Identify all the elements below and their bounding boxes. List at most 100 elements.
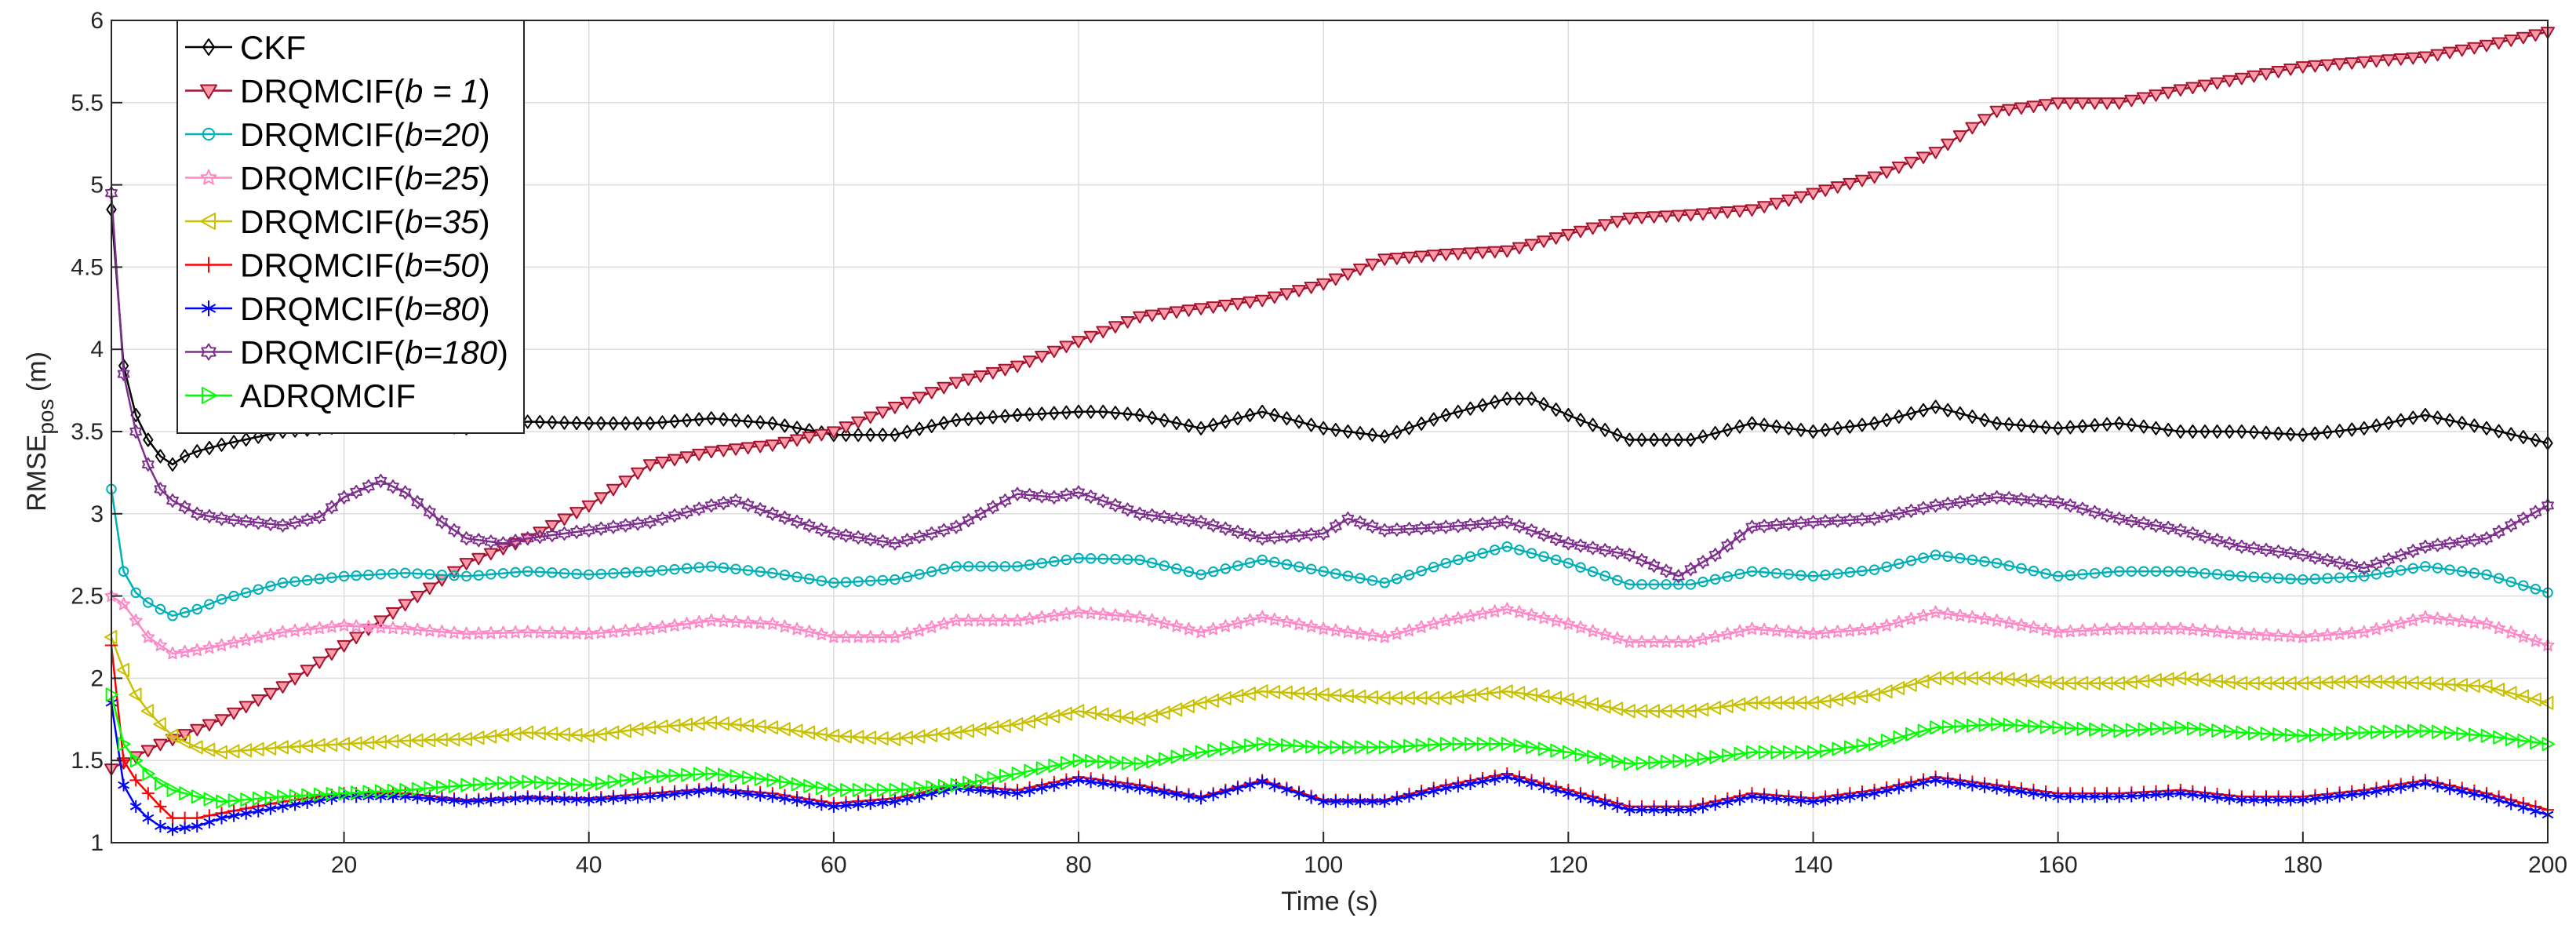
data-point xyxy=(1072,336,1086,348)
data-point xyxy=(2272,573,2284,584)
data-point xyxy=(1365,258,1380,271)
data-point xyxy=(767,416,778,431)
data-point xyxy=(253,584,264,595)
data-point xyxy=(1157,705,1170,720)
data-point xyxy=(1795,745,1808,760)
data-point xyxy=(950,519,962,534)
data-point xyxy=(240,807,253,820)
data-point xyxy=(2321,552,2334,567)
data-point xyxy=(2309,727,2323,742)
data-point xyxy=(2334,424,2345,439)
data-point xyxy=(142,767,155,781)
data-point xyxy=(2345,558,2359,573)
data-point xyxy=(1183,789,1195,803)
data-point xyxy=(2247,676,2260,690)
data-point xyxy=(1610,701,1624,716)
data-point xyxy=(1293,738,1306,753)
data-point xyxy=(2015,785,2028,798)
data-point xyxy=(373,734,387,749)
data-point xyxy=(1158,752,1172,767)
data-point xyxy=(154,482,167,497)
data-point xyxy=(1526,548,1537,559)
data-point xyxy=(2443,536,2457,551)
data-point xyxy=(473,570,484,581)
data-point xyxy=(852,798,864,811)
data-point xyxy=(1464,518,1477,533)
data-point xyxy=(533,530,547,545)
data-point xyxy=(875,731,889,746)
data-point xyxy=(166,647,180,660)
data-point xyxy=(864,532,877,547)
data-point xyxy=(2420,408,2431,422)
series-drqmcif-b-80 xyxy=(105,696,2554,836)
data-point xyxy=(1759,417,1770,432)
data-point xyxy=(1806,515,1820,530)
data-point xyxy=(337,639,351,653)
data-point xyxy=(1820,422,1831,437)
data-point xyxy=(814,727,828,741)
data-point xyxy=(755,566,766,577)
data-point xyxy=(399,790,412,803)
data-point xyxy=(1966,494,1979,508)
data-point xyxy=(2320,675,2334,690)
y-tick-label: 6 xyxy=(90,8,104,34)
data-point xyxy=(2125,514,2138,528)
data-point xyxy=(864,797,877,811)
data-point xyxy=(2124,621,2138,635)
data-point xyxy=(153,738,168,752)
data-point xyxy=(1414,690,1428,705)
data-point xyxy=(2222,675,2236,690)
data-point xyxy=(1487,246,1502,259)
data-point xyxy=(2039,675,2052,690)
data-point xyxy=(214,714,229,727)
data-point xyxy=(1133,506,1146,521)
data-point xyxy=(962,561,974,572)
data-point xyxy=(1928,671,1941,686)
data-point xyxy=(2039,720,2054,734)
data-point xyxy=(1122,554,1133,565)
data-point xyxy=(1244,408,1256,422)
data-point xyxy=(1930,774,1942,787)
x-tick-label: 100 xyxy=(1304,852,1343,878)
data-point xyxy=(2088,505,2101,519)
data-point xyxy=(900,626,915,640)
data-point xyxy=(889,782,902,797)
data-point xyxy=(1586,624,1600,637)
data-point xyxy=(1586,541,1599,556)
data-point xyxy=(645,416,656,431)
data-point xyxy=(1831,513,1844,528)
data-point xyxy=(839,528,853,543)
data-point xyxy=(1072,774,1085,787)
data-point xyxy=(2528,29,2543,42)
data-point xyxy=(2358,561,2370,575)
data-point xyxy=(2480,531,2493,546)
data-point xyxy=(2283,676,2297,690)
data-point xyxy=(2406,52,2421,65)
data-point xyxy=(483,548,498,561)
data-point xyxy=(1218,619,1232,632)
data-point xyxy=(557,513,572,526)
data-point xyxy=(1720,206,1735,219)
data-point xyxy=(1257,554,1268,566)
data-point xyxy=(1402,690,1415,705)
data-point xyxy=(1157,616,1171,629)
data-point xyxy=(1403,421,1415,435)
data-point xyxy=(2100,676,2113,690)
data-point xyxy=(606,625,620,638)
data-point xyxy=(1537,741,1552,756)
data-point xyxy=(1450,689,1464,704)
data-point xyxy=(2199,567,2210,579)
data-point xyxy=(2345,788,2358,801)
data-point xyxy=(472,794,485,807)
data-point xyxy=(2101,790,2113,803)
data-point xyxy=(2199,424,2210,439)
data-point xyxy=(1329,519,1342,534)
data-point xyxy=(1990,614,2004,627)
data-point xyxy=(1108,497,1122,512)
data-point xyxy=(2444,413,2455,428)
data-point xyxy=(1660,563,1673,578)
data-point xyxy=(889,536,901,551)
data-point xyxy=(2210,77,2225,90)
data-point xyxy=(2162,788,2174,800)
data-point xyxy=(730,786,742,800)
